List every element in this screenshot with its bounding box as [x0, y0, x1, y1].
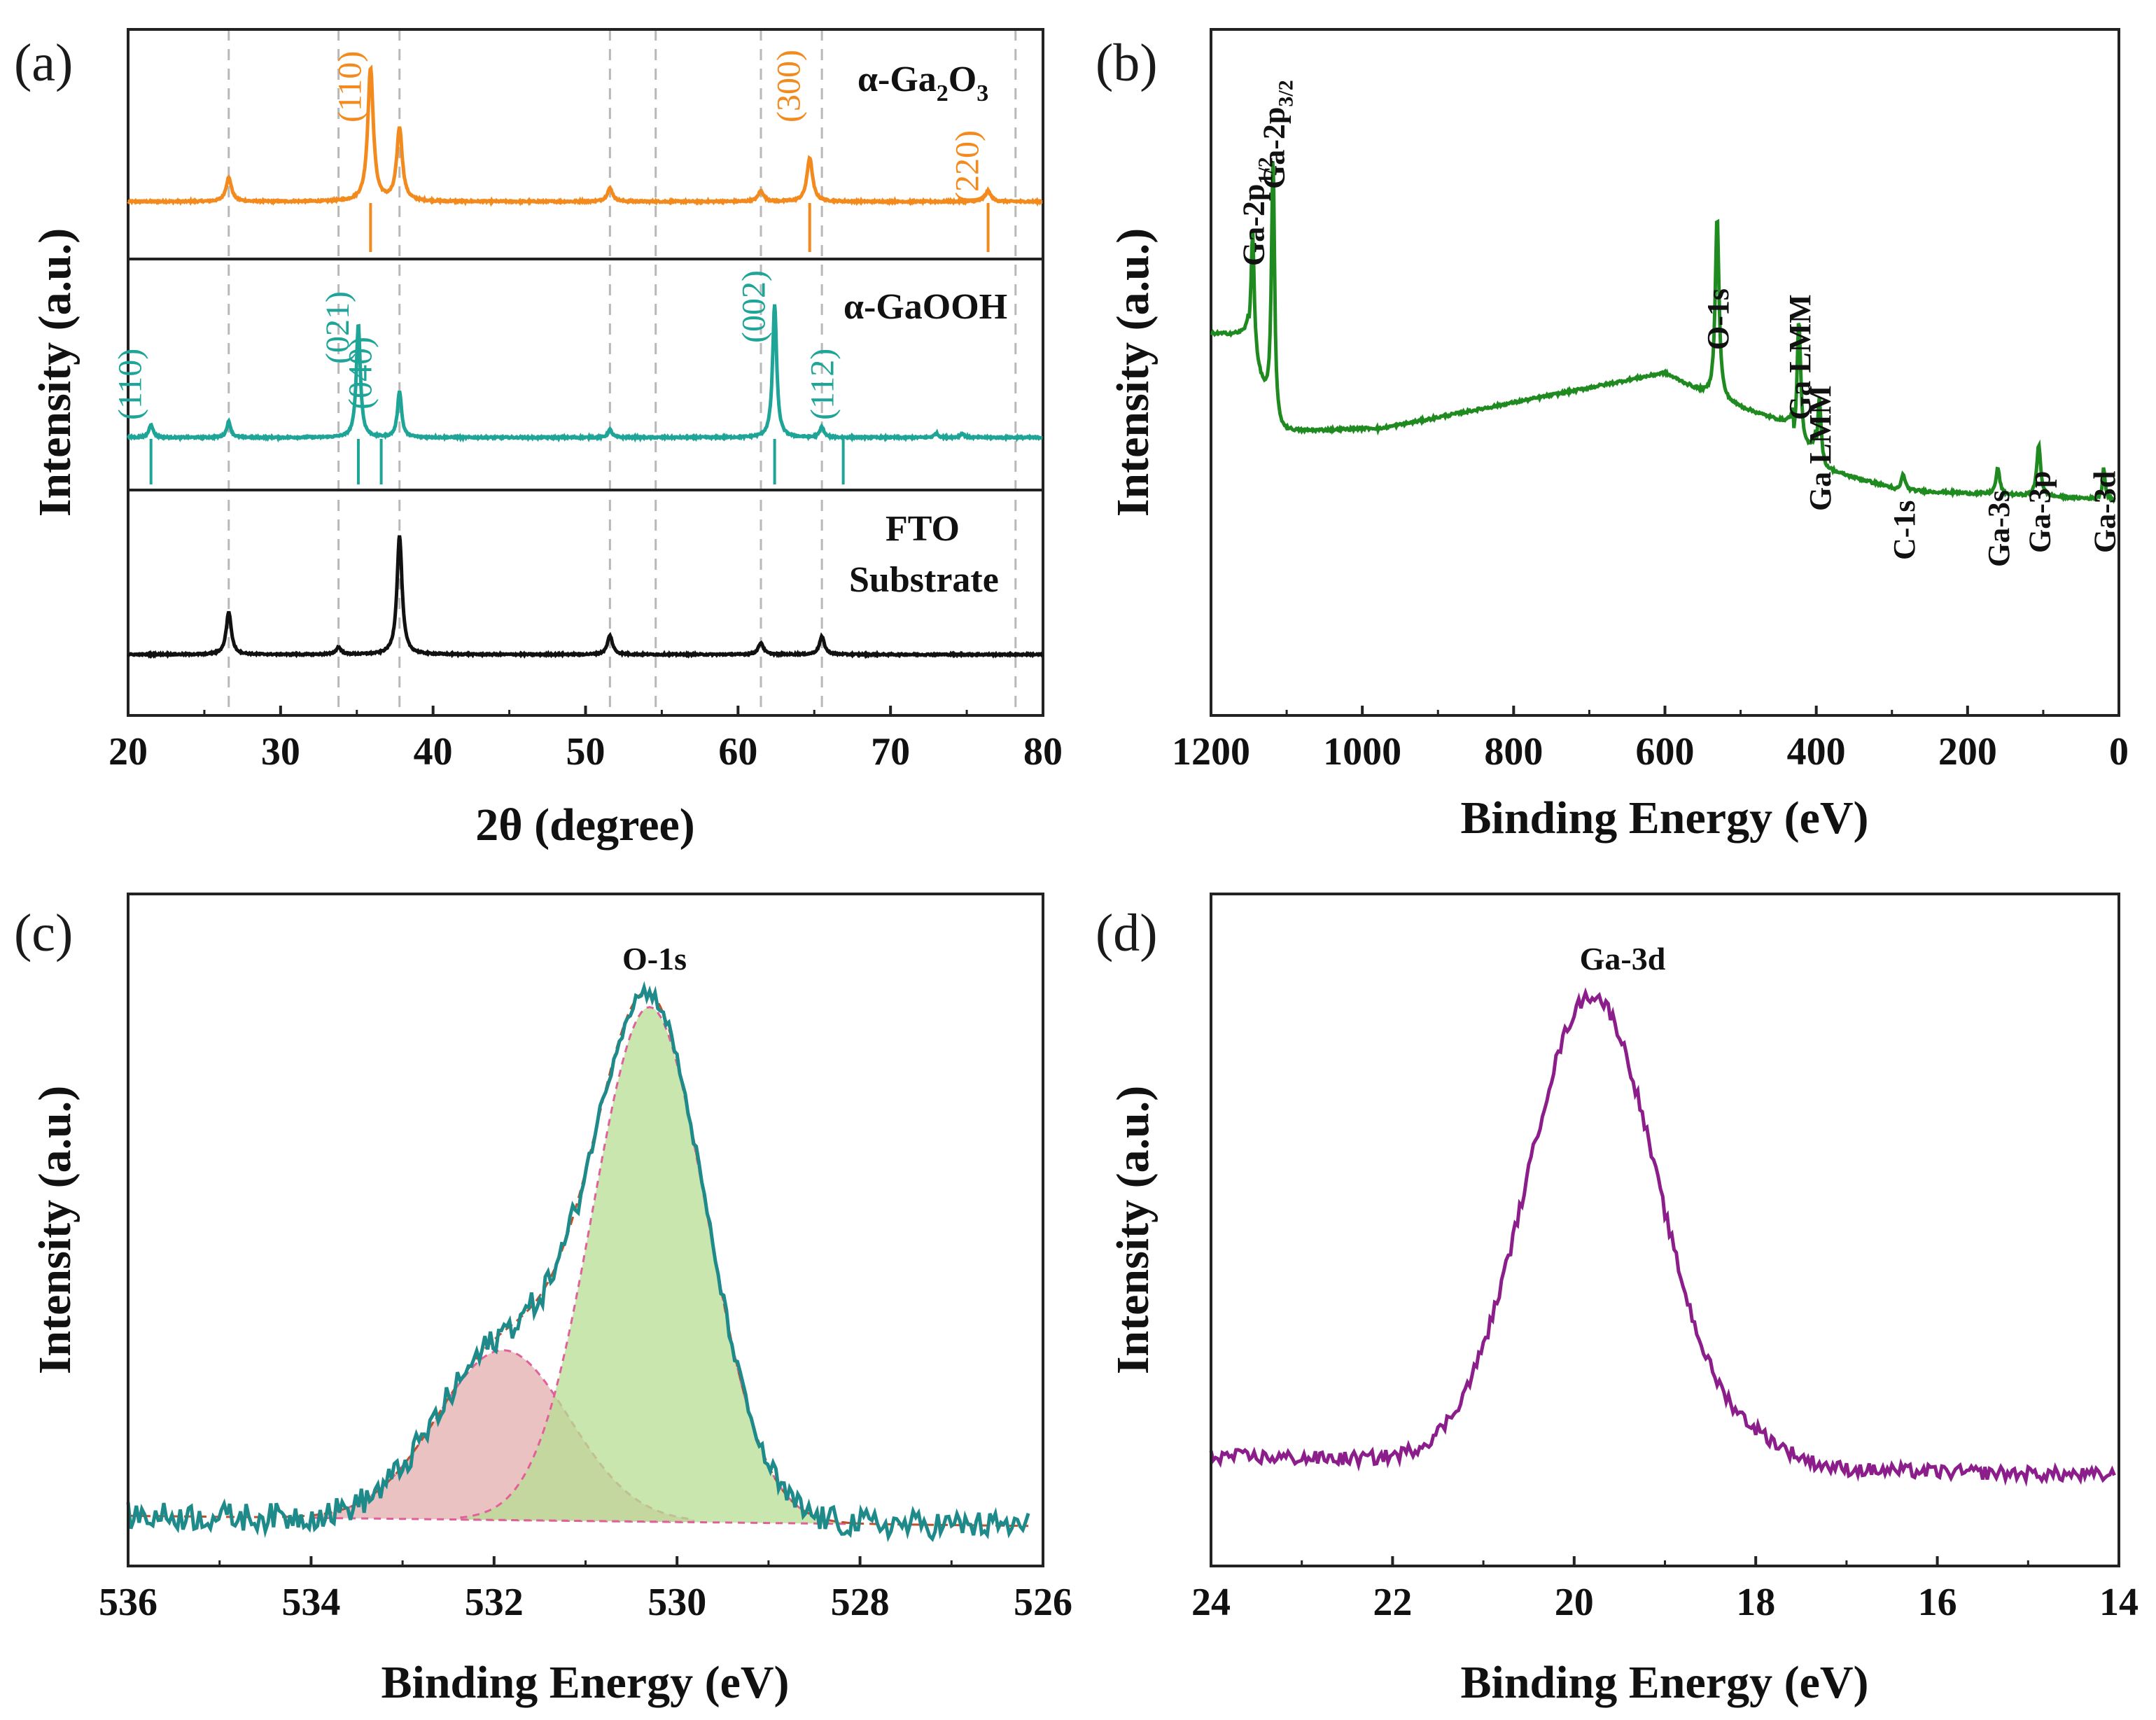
c-title: O-1s: [622, 941, 687, 977]
b-annotation-2: O-1s: [1701, 288, 1735, 350]
panel-c-label: (c): [14, 904, 73, 963]
d-x-ticks: 24 22 20 18 16 14: [1191, 1556, 2138, 1624]
c-ticklabel-2: 532: [465, 1581, 524, 1624]
a-hkl-ga2o3-1: (300): [771, 50, 808, 123]
b-x-ticks: 1200 1000 800 600 400 200 0: [1172, 706, 2129, 774]
b-ticklabel-6: 0: [2109, 730, 2129, 774]
b-annotation-5: C-1s: [1887, 500, 1921, 560]
b-ticklabel-1: 1000: [1323, 730, 1401, 774]
b-annotation-6: Ga-3s: [1982, 490, 2016, 567]
b-ticklabel-3: 600: [1636, 730, 1695, 774]
b-annotation-0: Ga-2p1/2: [1236, 157, 1277, 266]
c-ticklabel-1: 534: [281, 1581, 340, 1624]
a-ticklabel-4: 60: [718, 730, 757, 774]
b-annotation-3: Ga LMM: [1783, 294, 1817, 420]
b-annotation-8: Ga-3d: [2087, 471, 2122, 553]
a-dashed-guides: [227, 29, 1017, 715]
b-ticklabel-5: 200: [1938, 730, 1997, 774]
d-xlabel: Binding Energy (eV): [1460, 1657, 1868, 1708]
a-ticklabel-6: 80: [1023, 730, 1063, 774]
c-ticklabel-4: 528: [831, 1581, 890, 1624]
a-hkl-gaooh-3: (002): [736, 270, 773, 343]
panel-c: (c) O-1s 536 534 532 530 528 526 Binding Ener…: [14, 893, 1072, 1708]
a-ticklabel-1: 30: [261, 730, 300, 774]
b-ticklabel-4: 400: [1787, 730, 1846, 774]
a-hkl-gaooh-0: (110): [112, 349, 149, 420]
b-annotation-7: Ga-3p: [2022, 471, 2057, 553]
d-ticklabel-2: 20: [1555, 1581, 1594, 1624]
d-ticklabel-4: 16: [1918, 1581, 1957, 1624]
a-ylabel: Intensity (a.u.): [29, 228, 80, 517]
d-ticklabel-3: 18: [1736, 1581, 1775, 1624]
a-hkl-ga2o3-2: (220): [949, 130, 986, 203]
d-series-raw: [1209, 987, 2116, 1488]
b-xlabel: Binding Energy (eV): [1460, 792, 1868, 844]
d-ticklabel-1: 22: [1373, 1581, 1412, 1624]
b-ylabel: Intensity (a.u.): [1107, 228, 1158, 517]
d-ylabel: Intensity (a.u.): [1107, 1086, 1158, 1375]
panel-a: (a) (110) (300)(220)(110)(021)(040)(002)(…: [14, 28, 1063, 851]
a-hkl-gaooh-4: (112): [804, 349, 841, 420]
a-label-ga2o3: α-Ga2O3: [858, 60, 988, 106]
a-ticklabel-0: 20: [108, 730, 148, 774]
a-reference-lines: [149, 203, 990, 484]
b-annotation-1: Ga-2p3/2: [1257, 80, 1298, 189]
a-hkl-gaooh-2: (040): [342, 337, 379, 410]
a-ticklabel-3: 50: [566, 730, 606, 774]
c-ticklabel-5: 526: [1014, 1581, 1072, 1624]
a-label-gaooh: α-GaOOH: [844, 287, 1007, 327]
panel-a-label: (a): [14, 34, 73, 92]
c-ticklabel-0: 536: [99, 1581, 158, 1624]
d-ticklabel-5: 14: [2099, 1581, 2138, 1624]
c-ticklabel-3: 530: [648, 1581, 706, 1624]
a-xlabel: 2θ (degree): [475, 799, 695, 851]
a-frame: [127, 28, 1044, 717]
d-ticklabel-0: 24: [1191, 1581, 1231, 1624]
b-annotation-4: Ga LMM: [1803, 385, 1837, 511]
a-series-gaooh: [126, 304, 1043, 443]
c-series-raw: [126, 981, 1030, 1543]
a-ticklabel-5: 70: [871, 730, 910, 774]
a-label-substrate: Substrate: [849, 560, 999, 600]
c-fit-lattice-area: [458, 1006, 851, 1525]
a-x-ticks: 20 30 40 50 60 70 80: [108, 706, 1063, 774]
b-ticklabel-0: 1200: [1172, 730, 1250, 774]
panel-d-label: (d): [1096, 904, 1158, 963]
a-series-fto: [127, 535, 1044, 659]
a-hkl-labels: (110) (300) (220) (110) (021)(040) (002) (112): [112, 50, 986, 420]
a-ticklabel-2: 40: [414, 730, 453, 774]
b-ticklabel-2: 800: [1484, 730, 1543, 774]
b-series-survey: [1210, 161, 2116, 504]
a-series-ga2o3: [127, 64, 1043, 207]
d-frame: [1210, 893, 2120, 1567]
panel-d: (d) Ga-3d 24 22 20 18 16 14 Binding Energy (e…: [1096, 893, 2138, 1708]
panel-b-label: (b): [1096, 34, 1158, 92]
a-hkl-gaooh-1: (021): [319, 291, 356, 364]
d-title: Ga-3d: [1580, 941, 1666, 977]
c-x-ticks: 536 534 532 530 528 526: [99, 1556, 1072, 1624]
c-ylabel: Intensity (a.u.): [29, 1086, 80, 1375]
c-xlabel: Binding Energy (eV): [381, 1657, 789, 1708]
a-label-fto: FTO: [886, 509, 960, 549]
a-hkl-ga2o3-0: (110): [331, 51, 368, 123]
